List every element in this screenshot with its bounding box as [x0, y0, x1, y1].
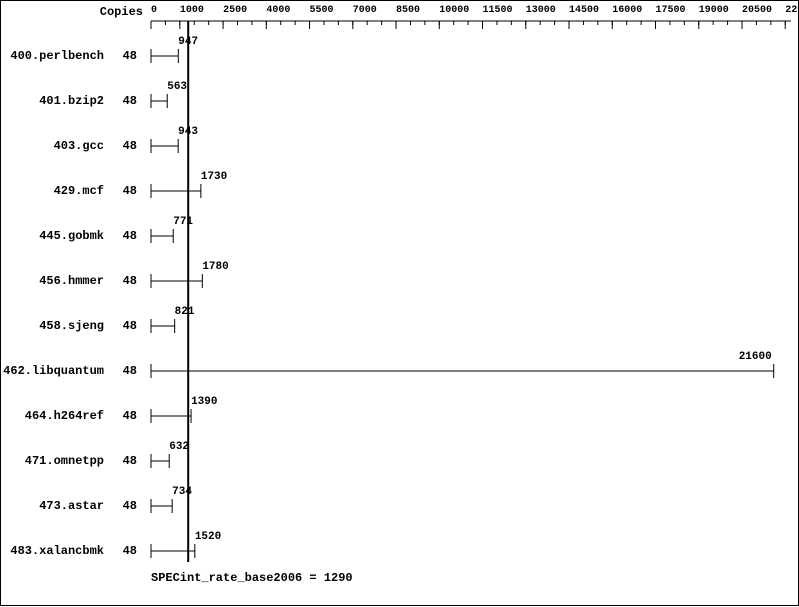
copies-value: 48: [123, 229, 137, 243]
benchmark-name: 464.h264ref: [25, 409, 104, 423]
copies-value: 48: [123, 49, 137, 63]
bar-value-label: 563: [167, 81, 187, 93]
benchmark-name: 462.libquantum: [3, 364, 104, 378]
benchmark-name: 456.hmmer: [39, 274, 104, 288]
copies-value: 48: [123, 454, 137, 468]
copies-value: 48: [123, 94, 137, 108]
bar-value-label: 943: [178, 126, 198, 138]
chart-svg: [1, 1, 799, 607]
bottom-label: SPECint_rate_base2006 = 1290: [151, 571, 353, 585]
spec-chart: 0100025004000550070008500100001150013000…: [0, 0, 799, 606]
benchmark-name: 471.omnetpp: [25, 454, 104, 468]
copies-value: 48: [123, 409, 137, 423]
bar-value-label: 1780: [202, 261, 228, 273]
benchmark-name: 429.mcf: [54, 184, 104, 198]
bar-value-label: 1730: [201, 171, 227, 183]
bar-value-label: 632: [169, 441, 189, 453]
copies-value: 48: [123, 319, 137, 333]
copies-value: 48: [123, 274, 137, 288]
bar-value-label: 821: [175, 306, 195, 318]
bar-value-label: 771: [173, 216, 193, 228]
bar-value-label: 21600: [739, 351, 772, 363]
benchmark-name: 401.bzip2: [39, 94, 104, 108]
copies-header: Copies: [100, 5, 143, 19]
benchmark-name: 403.gcc: [54, 139, 104, 153]
copies-value: 48: [123, 364, 137, 378]
benchmark-name: 458.sjeng: [39, 319, 104, 333]
copies-value: 48: [123, 184, 137, 198]
copies-value: 48: [123, 499, 137, 513]
bar-value-label: 734: [172, 486, 192, 498]
benchmark-name: 473.astar: [39, 499, 104, 513]
benchmark-name: 400.perlbench: [10, 49, 104, 63]
benchmark-name: 445.gobmk: [39, 229, 104, 243]
benchmark-name: 483.xalancbmk: [10, 544, 104, 558]
bar-value-label: 947: [178, 36, 198, 48]
copies-value: 48: [123, 139, 137, 153]
bar-value-label: 1390: [191, 396, 217, 408]
copies-value: 48: [123, 544, 137, 558]
bar-value-label: 1520: [195, 531, 221, 543]
